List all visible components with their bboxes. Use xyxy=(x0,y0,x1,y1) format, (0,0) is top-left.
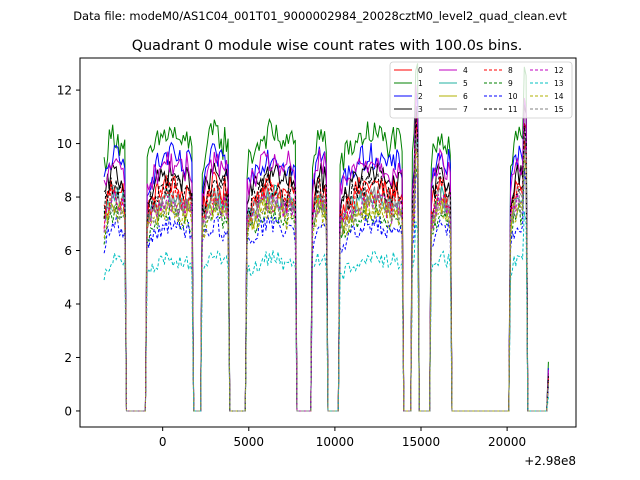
series-line-9 xyxy=(103,162,549,412)
series-line-15 xyxy=(103,143,549,412)
chart-title: Quadrant 0 module wise count rates with … xyxy=(132,38,523,54)
legend-label-7: 7 xyxy=(463,105,468,114)
legend-label-2: 2 xyxy=(418,92,423,101)
x-tick-label: 5000 xyxy=(234,435,265,449)
y-tick-label: 0 xyxy=(64,404,72,418)
suptitle: Data file: modeM0/AS1C04_001T01_90000029… xyxy=(73,9,567,23)
legend-label-0: 0 xyxy=(418,66,423,75)
y-tick-label: 4 xyxy=(64,298,72,312)
y-tick-label: 6 xyxy=(64,244,72,258)
legend-label-9: 9 xyxy=(508,79,513,88)
legend-label-10: 10 xyxy=(508,92,518,101)
legend-label-6: 6 xyxy=(463,92,468,101)
y-axis: 0 2 4 6 8 10 12 xyxy=(57,84,80,418)
y-tick-label: 2 xyxy=(64,351,72,365)
x-tick-label: 20000 xyxy=(488,435,526,449)
legend-label-12: 12 xyxy=(554,66,564,75)
x-axis: 0 5000 10000 15000 20000 xyxy=(159,427,526,449)
legend-frame xyxy=(389,61,573,119)
series-layer xyxy=(103,63,549,412)
legend-label-1: 1 xyxy=(418,79,423,88)
legend-label-14: 14 xyxy=(554,92,564,101)
legend-label-11: 11 xyxy=(508,105,518,114)
legend-label-5: 5 xyxy=(463,79,468,88)
y-tick-label: 8 xyxy=(64,191,72,205)
plot-frame xyxy=(79,57,577,428)
y-tick-label: 12 xyxy=(57,84,72,98)
legend-label-3: 3 xyxy=(418,105,423,114)
y-tick-label: 10 xyxy=(57,137,72,151)
x-tick-label: 10000 xyxy=(316,435,354,449)
x-tick-label: 0 xyxy=(159,435,167,449)
legend-label-13: 13 xyxy=(554,79,564,88)
legend-label-4: 4 xyxy=(463,66,468,75)
legend-label-8: 8 xyxy=(508,66,513,75)
x-tick-label: 15000 xyxy=(402,435,440,449)
x-offset-label: +2.98e8 xyxy=(524,454,576,468)
legend-label-15: 15 xyxy=(554,105,564,114)
